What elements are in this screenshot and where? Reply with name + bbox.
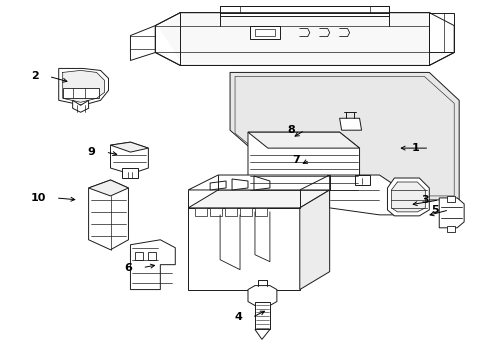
Polygon shape [247,132,359,148]
Polygon shape [258,190,271,200]
Text: 9: 9 [87,147,95,157]
Bar [195,208,207,216]
Polygon shape [253,176,269,190]
Polygon shape [62,71,104,102]
Polygon shape [329,175,394,215]
Bar [254,208,266,216]
Polygon shape [247,132,359,192]
Bar [254,302,269,329]
Bar [260,198,265,203]
Polygon shape [438,198,463,228]
Text: 2: 2 [31,71,39,81]
Polygon shape [386,178,428,216]
Polygon shape [110,142,148,152]
Polygon shape [158,15,450,63]
Text: 8: 8 [286,125,294,135]
Polygon shape [247,285,276,306]
Polygon shape [188,175,329,190]
Bar [210,208,222,216]
Polygon shape [155,13,453,66]
Polygon shape [88,180,128,250]
Polygon shape [229,72,458,200]
Polygon shape [235,76,453,196]
Text: 3: 3 [421,195,428,205]
Text: 5: 5 [431,205,438,215]
Text: 7: 7 [291,155,299,165]
Bar [291,198,297,203]
Bar [447,196,454,202]
Polygon shape [317,190,331,200]
Polygon shape [254,28,274,36]
Polygon shape [73,100,88,112]
Bar [447,226,454,232]
Polygon shape [122,168,138,178]
Polygon shape [88,180,128,196]
Polygon shape [390,182,425,212]
Polygon shape [130,240,175,289]
Bar [62,88,99,98]
Polygon shape [299,190,329,289]
Polygon shape [428,13,453,53]
Polygon shape [59,68,108,105]
Bar [240,208,251,216]
Text: 1: 1 [411,143,419,153]
Polygon shape [354,175,369,185]
Bar [224,208,237,216]
Text: 6: 6 [124,263,132,273]
Polygon shape [210,181,225,190]
Bar [148,252,156,260]
Polygon shape [289,190,303,200]
Text: 4: 4 [234,312,242,323]
Polygon shape [188,208,299,289]
Polygon shape [249,26,279,39]
Polygon shape [188,190,329,208]
Bar [220,6,388,15]
Polygon shape [232,179,247,190]
Text: 10: 10 [30,193,46,203]
Bar [319,198,325,203]
Polygon shape [110,142,148,174]
Polygon shape [254,329,269,339]
Bar [135,252,143,260]
Polygon shape [339,118,361,130]
